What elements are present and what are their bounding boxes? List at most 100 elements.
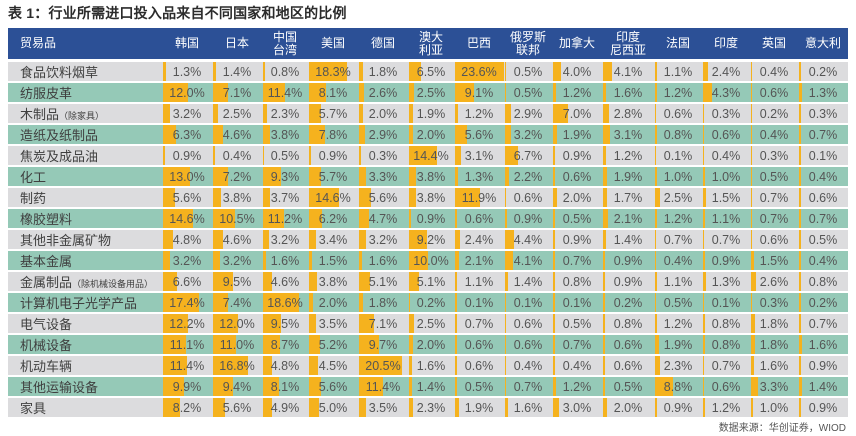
value-text: 6.2%	[318, 211, 348, 226]
data-bar	[213, 335, 236, 354]
data-bar	[263, 125, 271, 144]
value-text: 4.9%	[270, 400, 300, 415]
value-cell: 4.6%	[212, 228, 262, 249]
value-text: 0.9%	[613, 274, 643, 289]
data-bar	[309, 335, 320, 354]
data-bar	[703, 83, 712, 102]
data-bar	[309, 272, 317, 291]
value-cell: 3.3%	[358, 165, 408, 186]
value-cell: 3.5%	[308, 312, 358, 333]
value-cell: 1.9%	[654, 333, 702, 354]
table-row: 其他非金属矿物 4.8% 4.6% 3.2% 3.4% 3.2% 9.2% 2.4% 4.4% 0…	[8, 228, 848, 249]
value-cell: 3.2%	[212, 249, 262, 270]
value-text: 9.9%	[172, 379, 202, 394]
value-text: 6.7%	[513, 148, 543, 163]
value-text: 1.0%	[711, 169, 741, 184]
column-header-country: 巴西	[454, 28, 504, 59]
value-text: 5.1%	[416, 274, 446, 289]
value-cell: 8.8%	[654, 375, 702, 396]
value-text: 3.8%	[222, 190, 252, 205]
value-cell: 1.9%	[454, 396, 504, 417]
table-row: 纺服皮革 12.0% 7.1% 11.4% 8.1% 2.6% 2.5% 9.1% 0.5% 1.…	[8, 81, 848, 102]
data-bar	[455, 125, 467, 144]
value-cell: 0.6%	[750, 228, 798, 249]
value-cell: 4.8%	[262, 354, 308, 375]
data-bar	[455, 314, 457, 333]
value-cell: 0.3%	[798, 102, 848, 123]
value-text: 1.8%	[368, 64, 398, 79]
value-cell: 5.2%	[308, 333, 358, 354]
value-cell: 1.6%	[750, 354, 798, 375]
data-bar	[163, 293, 200, 312]
value-text: 1.6%	[416, 358, 446, 373]
data-bar	[603, 62, 612, 81]
value-text: 0.6%	[711, 127, 741, 142]
column-header-country: 加拿大	[552, 28, 602, 59]
data-bar	[655, 83, 658, 102]
value-cell: 3.2%	[504, 123, 552, 144]
column-header-line: 联邦	[515, 42, 540, 57]
data-bar	[553, 272, 555, 291]
value-cell: 1.0%	[750, 396, 798, 417]
data-bar	[309, 230, 317, 249]
data-bar	[213, 167, 228, 186]
value-cell: 4.3%	[702, 81, 750, 102]
value-text: 0.8%	[613, 316, 643, 331]
data-bar	[799, 398, 801, 417]
value-text: 4.6%	[222, 232, 252, 247]
value-text: 1.6%	[270, 253, 300, 268]
value-cell: 1.9%	[552, 123, 602, 144]
data-bar	[309, 377, 321, 396]
data-bar	[359, 188, 371, 207]
data-bar	[751, 377, 758, 396]
data-bar	[553, 356, 555, 375]
value-text: 0.6%	[513, 337, 543, 352]
value-text: 1.9%	[663, 337, 693, 352]
value-text: 0.5%	[513, 85, 543, 100]
value-cell: 5.6%	[454, 123, 504, 144]
data-bar	[655, 125, 657, 144]
value-text: 3.5%	[368, 400, 398, 415]
data-bar	[655, 272, 658, 291]
value-text: 2.9%	[368, 127, 398, 142]
data-bar	[505, 209, 507, 228]
value-cell: 0.9%	[602, 249, 654, 270]
data-bar	[213, 83, 228, 102]
value-cell: 0.3%	[358, 144, 408, 165]
data-bar	[213, 104, 219, 123]
product-cell: 其他非金属矿物	[8, 228, 162, 249]
value-cell: 0.7%	[552, 249, 602, 270]
data-bar	[751, 188, 753, 207]
value-cell: 5.6%	[308, 375, 358, 396]
value-cell: 2.1%	[454, 249, 504, 270]
value-text: 5.6%	[368, 190, 398, 205]
data-bar	[505, 125, 512, 144]
value-text: 0.6%	[513, 316, 543, 331]
data-bar	[655, 335, 659, 354]
value-text: 7.1%	[222, 85, 252, 100]
value-cell: 1.5%	[750, 249, 798, 270]
value-text: 9.4%	[222, 379, 252, 394]
data-bar	[309, 251, 313, 270]
column-header-country: 印度 尼西亚	[602, 28, 654, 59]
value-text: 0.2%	[808, 64, 838, 79]
data-bar	[359, 209, 369, 228]
value-cell: 0.9%	[308, 144, 358, 165]
value-text: 3.1%	[464, 148, 494, 163]
value-cell: 16.8%	[212, 354, 262, 375]
value-cell: 5.1%	[358, 270, 408, 291]
data-bar	[263, 188, 271, 207]
column-header-country: 德国	[358, 28, 408, 59]
value-text: 0.8%	[808, 274, 838, 289]
value-cell: 17.4%	[162, 291, 212, 312]
data-bar	[799, 209, 801, 228]
value-cell: 3.1%	[602, 123, 654, 144]
data-bar	[655, 398, 657, 417]
value-text: 1.9%	[613, 169, 643, 184]
value-cell: 5.1%	[408, 270, 454, 291]
data-bar	[553, 188, 558, 207]
data-bar	[505, 62, 507, 81]
table-row: 家具 8.2% 5.6% 4.9% 5.0% 3.5% 2.3% 1.9% 1.6% 3.0% 2.…	[8, 396, 848, 417]
value-cell: 11.9%	[454, 186, 504, 207]
value-text: 1.1%	[711, 211, 741, 226]
